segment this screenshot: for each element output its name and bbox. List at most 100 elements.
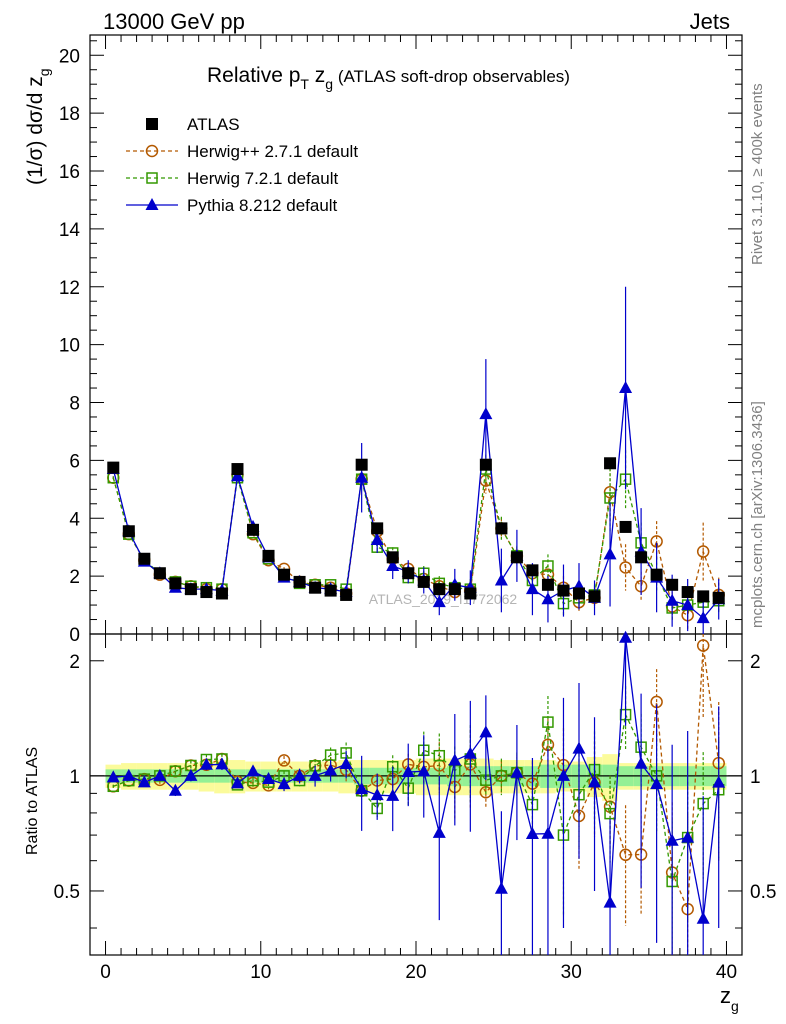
data-point-ratio — [448, 753, 462, 766]
data-point-ratio — [153, 768, 167, 781]
data-point-ratio — [681, 830, 695, 843]
data-point-ratio — [619, 848, 632, 862]
data-point-main — [215, 587, 228, 600]
data-point-main — [464, 587, 477, 600]
data-point-ratio — [556, 768, 570, 781]
ratio-y-axis-label: Ratio to ATLAS — [24, 747, 41, 855]
data-point-ratio — [542, 716, 554, 728]
x-tick-label: 0 — [100, 962, 111, 983]
data-point-ratio — [199, 757, 213, 770]
data-point-ratio — [650, 777, 664, 790]
data-point-main — [635, 551, 648, 564]
y-tick-label: 6 — [69, 451, 80, 472]
y-tick-label: 16 — [59, 162, 80, 183]
legend-label: Herwig 7.2.1 default — [187, 169, 338, 188]
title-sub-g: g — [325, 76, 333, 92]
data-point-ratio — [386, 788, 400, 801]
data-point-ratio — [339, 757, 353, 770]
data-point-ratio — [169, 765, 182, 777]
x-tick-label: 30 — [561, 962, 582, 983]
legend-marker — [145, 144, 159, 158]
data-point-ratio — [494, 881, 508, 894]
data-point-main — [495, 522, 508, 535]
ratio-y-tick-label-right: 2 — [750, 652, 761, 673]
data-point-main — [122, 525, 135, 538]
legend-label: Herwig++ 2.7.1 default — [187, 142, 358, 161]
rivet-version-label: Rivet 3.1.10, ≥ 400k events — [749, 83, 766, 265]
y-tick-label: 14 — [59, 220, 81, 241]
data-point-ratio — [355, 782, 369, 795]
header-energy-label: 13000 GeV pp — [103, 9, 245, 34]
data-point-main — [526, 564, 539, 577]
data-point-main — [324, 584, 337, 597]
data-point-ratio — [696, 639, 710, 652]
data-point-main — [541, 578, 554, 591]
data-point-ratio — [525, 827, 539, 840]
data-point-main — [278, 568, 291, 581]
data-point-ratio — [479, 725, 493, 738]
data-point-ratio — [215, 757, 229, 770]
data-point-main — [417, 575, 430, 588]
data-point-main — [681, 586, 694, 599]
plot-title: Relative pT zg (ATLAS soft-drop observab… — [207, 64, 570, 92]
data-point-ratio — [712, 775, 726, 788]
data-point-main — [386, 558, 400, 571]
data-point-main — [604, 457, 617, 470]
data-point-ratio — [277, 754, 291, 767]
data-point-main — [619, 561, 632, 574]
y-tick-label: 10 — [59, 336, 80, 357]
series-line-ratio — [113, 712, 720, 882]
data-point-main — [557, 584, 570, 597]
data-point-ratio — [137, 775, 151, 788]
data-point-main — [293, 575, 306, 588]
data-point-main — [371, 522, 384, 535]
data-point-main — [386, 551, 399, 564]
x-tick-label: 10 — [250, 962, 271, 983]
data-point-main — [309, 581, 322, 594]
data-point-main — [402, 567, 415, 580]
x-axis-label: zg — [720, 983, 739, 1014]
data-point-ratio — [246, 764, 260, 777]
series-line-ratio — [113, 637, 720, 919]
data-series — [106, 286, 726, 955]
legend-marker — [146, 118, 158, 130]
data-point-main — [696, 545, 710, 558]
data-point-ratio — [665, 833, 679, 846]
data-point-main — [448, 583, 461, 596]
legend-label: ATLAS — [187, 115, 240, 134]
data-point-main — [542, 560, 554, 572]
data-point-main — [650, 568, 663, 581]
y-tick-label: 18 — [59, 104, 80, 125]
data-point-ratio — [433, 749, 446, 762]
data-point-ratio — [495, 770, 508, 782]
data-point-main — [666, 578, 679, 591]
x-tick-label: 20 — [405, 962, 426, 983]
data-point-main — [247, 523, 259, 536]
data-point-ratio — [541, 826, 555, 839]
data-point-ratio — [168, 783, 182, 796]
ratio-y-tick-label: 2 — [69, 652, 80, 673]
x-tick-label: 40 — [716, 962, 737, 983]
y-tick-label: 2 — [69, 567, 80, 588]
data-point-ratio — [308, 768, 322, 781]
legend-item: ATLAS — [146, 115, 240, 134]
header-process-label: Jets — [690, 9, 730, 34]
data-point-ratio — [370, 788, 384, 801]
legend-item: Pythia 8.212 default — [126, 196, 338, 215]
data-point-main — [230, 469, 244, 482]
title-sub-t: T — [300, 76, 309, 92]
data-point-main — [355, 470, 369, 483]
data-point-main — [619, 381, 633, 394]
y-tick-label: 20 — [59, 46, 80, 67]
ratio-y-tick-label-right: 0.5 — [750, 882, 776, 903]
data-point-ratio — [293, 768, 307, 781]
data-point-ratio — [634, 756, 648, 769]
y-tick-label: 4 — [69, 509, 80, 530]
data-point-main — [479, 458, 492, 471]
y-axis-label-sub: g — [36, 68, 52, 76]
y-tick-label: 12 — [59, 278, 80, 299]
data-point-main — [432, 595, 446, 608]
legend: ATLAS Herwig++ 2.7.1 default Herwig 7.2.1 … — [126, 115, 358, 215]
